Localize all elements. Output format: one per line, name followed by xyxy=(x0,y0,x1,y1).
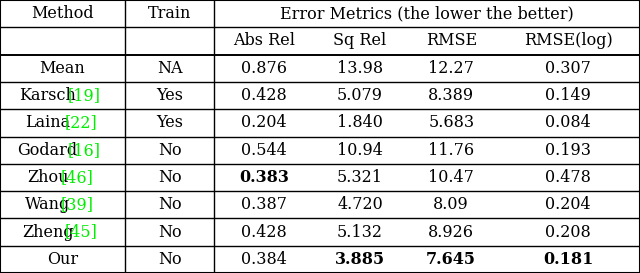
Text: Method: Method xyxy=(31,5,93,22)
Text: 0.204: 0.204 xyxy=(241,114,287,131)
Text: 10.94: 10.94 xyxy=(337,142,383,159)
Text: 3.885: 3.885 xyxy=(335,251,385,268)
Text: [19]: [19] xyxy=(68,87,101,104)
Text: 0.307: 0.307 xyxy=(545,60,591,77)
Text: Laina: Laina xyxy=(25,114,70,131)
Text: No: No xyxy=(158,251,181,268)
Text: Error Metrics (the lower the better): Error Metrics (the lower the better) xyxy=(280,5,574,22)
Text: 10.47: 10.47 xyxy=(428,169,474,186)
Text: [46]: [46] xyxy=(61,169,93,186)
Text: 0.193: 0.193 xyxy=(545,142,591,159)
Text: 5.683: 5.683 xyxy=(428,114,474,131)
Text: 0.204: 0.204 xyxy=(545,196,591,213)
Text: Train: Train xyxy=(148,5,191,22)
Text: [45]: [45] xyxy=(65,224,97,241)
Text: 0.478: 0.478 xyxy=(545,169,591,186)
Text: 11.76: 11.76 xyxy=(428,142,474,159)
Text: Zheng: Zheng xyxy=(22,224,74,241)
Text: 1.840: 1.840 xyxy=(337,114,383,131)
Text: Sq Rel: Sq Rel xyxy=(333,32,387,49)
Text: 4.720: 4.720 xyxy=(337,196,383,213)
Text: Yes: Yes xyxy=(156,114,183,131)
Text: Karsch: Karsch xyxy=(19,87,76,104)
Text: 0.149: 0.149 xyxy=(545,87,591,104)
Text: 0.181: 0.181 xyxy=(543,251,593,268)
Text: No: No xyxy=(158,169,181,186)
Text: RMSE(log): RMSE(log) xyxy=(524,32,612,49)
Text: No: No xyxy=(158,142,181,159)
Text: 0.208: 0.208 xyxy=(545,224,591,241)
Text: 8.389: 8.389 xyxy=(428,87,474,104)
Text: No: No xyxy=(158,196,181,213)
Text: NA: NA xyxy=(157,60,182,77)
Text: [39]: [39] xyxy=(61,196,93,213)
Text: Abs Rel: Abs Rel xyxy=(233,32,295,49)
Text: RMSE: RMSE xyxy=(426,32,477,49)
Text: [16]: [16] xyxy=(68,142,101,159)
Text: 5.321: 5.321 xyxy=(337,169,383,186)
Text: Zhou: Zhou xyxy=(27,169,68,186)
Text: No: No xyxy=(158,224,181,241)
Text: Wang: Wang xyxy=(25,196,70,213)
Text: 8.09: 8.09 xyxy=(433,196,469,213)
Text: Godard: Godard xyxy=(18,142,77,159)
Text: 8.926: 8.926 xyxy=(428,224,474,241)
Text: 0.876: 0.876 xyxy=(241,60,287,77)
Text: 13.98: 13.98 xyxy=(337,60,383,77)
Text: 0.387: 0.387 xyxy=(241,196,287,213)
Text: 0.428: 0.428 xyxy=(241,87,287,104)
Text: Our: Our xyxy=(47,251,78,268)
Text: Mean: Mean xyxy=(40,60,85,77)
Text: 0.544: 0.544 xyxy=(241,142,287,159)
Text: 0.428: 0.428 xyxy=(241,224,287,241)
Text: [22]: [22] xyxy=(65,114,97,131)
Text: 0.383: 0.383 xyxy=(239,169,289,186)
Text: 12.27: 12.27 xyxy=(428,60,474,77)
Text: 5.079: 5.079 xyxy=(337,87,383,104)
Text: 0.384: 0.384 xyxy=(241,251,287,268)
Text: 7.645: 7.645 xyxy=(426,251,476,268)
Text: 0.084: 0.084 xyxy=(545,114,591,131)
Text: 5.132: 5.132 xyxy=(337,224,383,241)
Text: Yes: Yes xyxy=(156,87,183,104)
